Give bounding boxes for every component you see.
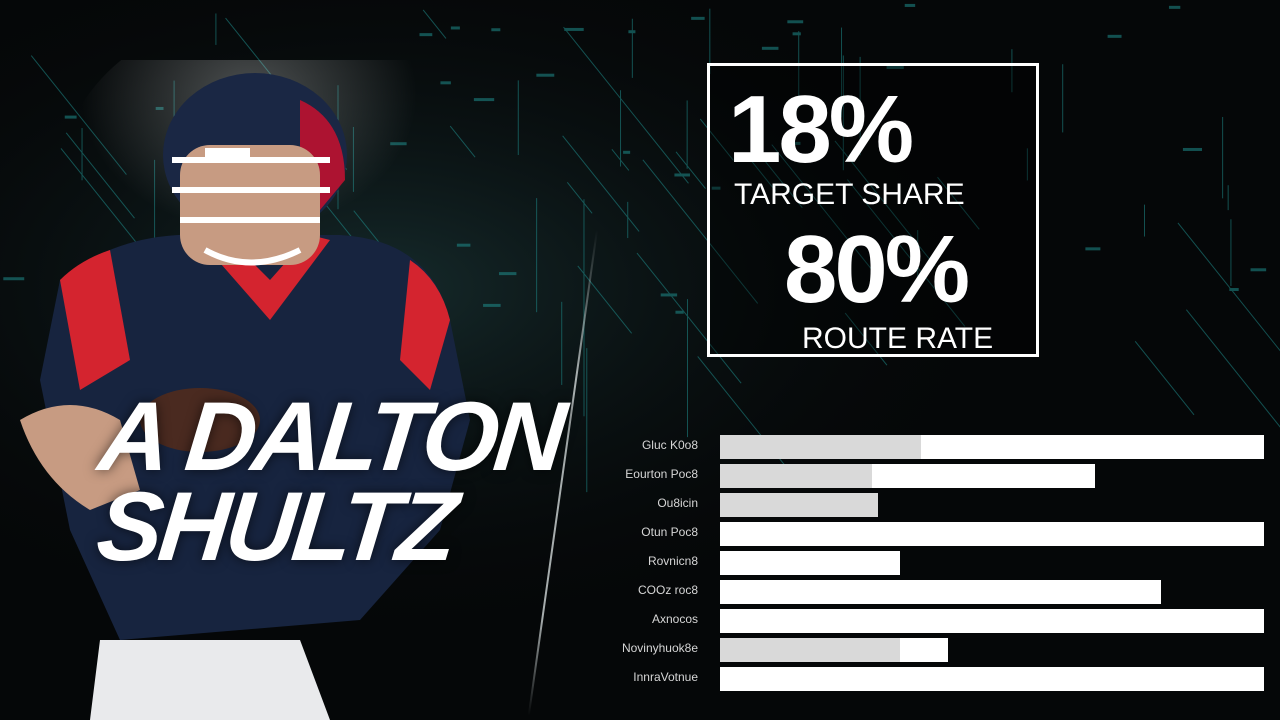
grid-dash	[792, 32, 801, 36]
grid-dash	[419, 33, 433, 37]
stat-box: 18% TARGET SHARE 80% ROUTE RATE	[707, 63, 1039, 357]
grid-line	[566, 181, 593, 214]
bar-label: Gluc K0o8	[641, 438, 698, 452]
grid-dash	[674, 173, 690, 177]
grid-line	[563, 26, 689, 184]
bar-label: Ou8icin	[657, 496, 698, 510]
bar-shade	[720, 493, 878, 517]
grid-line	[422, 9, 447, 39]
bar-fill	[720, 638, 948, 662]
bar-fill	[720, 551, 900, 575]
grid-dash	[536, 73, 555, 77]
bar-row: Ou8icin	[600, 490, 1270, 519]
grid-line	[562, 135, 640, 232]
bar-label: Novinyhuok8e	[621, 641, 698, 655]
bar-row: Axnocos	[600, 606, 1270, 635]
bar-label: COOz roc8	[637, 583, 698, 597]
grid-line	[749, 158, 777, 192]
bar-fill	[720, 609, 1264, 633]
grid-line	[699, 118, 734, 161]
grid-dash	[1085, 247, 1101, 251]
grid-dash	[786, 141, 801, 145]
grid-line	[675, 151, 706, 189]
grid-line	[937, 176, 980, 230]
grid-dash	[623, 150, 631, 154]
bar-fill	[720, 464, 1095, 488]
bar-shade	[720, 638, 900, 662]
grid-dash	[1182, 147, 1203, 151]
grid-dash	[886, 65, 904, 69]
bar-fill	[720, 522, 1264, 546]
player-photo	[20, 60, 480, 720]
grid-dash	[660, 293, 678, 297]
grid-dash	[675, 310, 684, 314]
grid-dash	[1250, 268, 1267, 272]
grid-dash	[711, 186, 721, 190]
grid-dash	[628, 30, 636, 34]
grid-line	[834, 140, 936, 267]
bar-fill	[720, 493, 878, 517]
grid-dash	[1107, 34, 1122, 38]
grid-dash	[1229, 288, 1239, 292]
bar-shade	[720, 464, 872, 488]
player-last-name: SHULTZ	[92, 471, 460, 581]
route-rate-value: 80%	[784, 216, 970, 323]
bar-label: Axnocos	[651, 612, 698, 626]
bar-list: Gluc K0o8 Eourton Poc8 Ou8icin Otun Poc8 Rov…	[600, 432, 1270, 693]
target-share-label: TARGET SHARE	[734, 178, 965, 211]
bar-label: Rovnicn8	[647, 554, 698, 568]
grid-dash	[499, 272, 517, 276]
bar-row: Rovnicn8	[600, 548, 1270, 577]
grid-dash	[1168, 5, 1181, 9]
grid-line	[1134, 340, 1195, 416]
bar-fill	[720, 667, 1264, 691]
bar-row: Gluc K0o8	[600, 432, 1270, 461]
grid-dash	[3, 277, 25, 281]
grid-dash	[473, 98, 495, 102]
bar-fill	[720, 580, 1161, 604]
bar-label: Otun Poc8	[641, 525, 698, 539]
grid-dash	[564, 27, 584, 31]
grid-line	[636, 252, 742, 384]
grid-dash	[491, 28, 501, 32]
grid-dash	[483, 303, 501, 307]
grid-line	[642, 159, 759, 304]
grid-dash	[904, 3, 916, 7]
grid-line	[846, 179, 966, 327]
grid-line	[754, 147, 803, 209]
target-share-value: 18%	[728, 76, 914, 183]
bar-shade	[720, 435, 921, 459]
grid-dash	[450, 26, 460, 30]
grid-line	[577, 265, 633, 334]
bar-label: Eourton Poc8	[625, 467, 698, 481]
bar-row: Novinyhuok8e	[600, 635, 1270, 664]
bar-fill	[720, 435, 1264, 459]
bar-row: COOz roc8	[600, 577, 1270, 606]
bar-row: Otun Poc8	[600, 519, 1270, 548]
route-rate-label: ROUTE RATE	[802, 322, 994, 355]
bar-row: Eourton Poc8	[600, 461, 1270, 490]
grid-line	[771, 144, 874, 272]
grid-dash	[761, 46, 779, 50]
grid-line	[1185, 309, 1280, 428]
bar-label: InnraVotnue	[633, 670, 698, 684]
grid-dash	[691, 16, 705, 20]
grid-dash	[787, 20, 804, 24]
bar-row: InnraVotnue	[600, 664, 1270, 693]
